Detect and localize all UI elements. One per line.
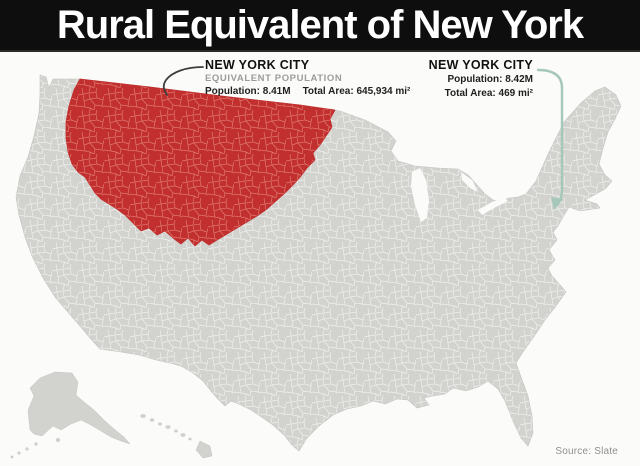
page-title: Rural Equivalent of New York: [56, 3, 584, 47]
nyc-arrow: [536, 68, 564, 210]
lake-huron: [461, 172, 478, 192]
title-bar: Rural Equivalent of New York: [0, 0, 640, 52]
alaska-shape: [27, 371, 131, 445]
lake-michigan: [411, 168, 429, 222]
aleutian-islands: [10, 437, 61, 459]
arrowhead-icon: [551, 197, 563, 210]
lake-erie: [478, 197, 508, 215]
highlight-region-shape: [65, 78, 336, 247]
lake-ontario: [506, 189, 527, 196]
source-credit: Source: Slate: [555, 446, 618, 457]
hawaii-islands: [140, 414, 213, 459]
leader-line: [162, 66, 204, 96]
